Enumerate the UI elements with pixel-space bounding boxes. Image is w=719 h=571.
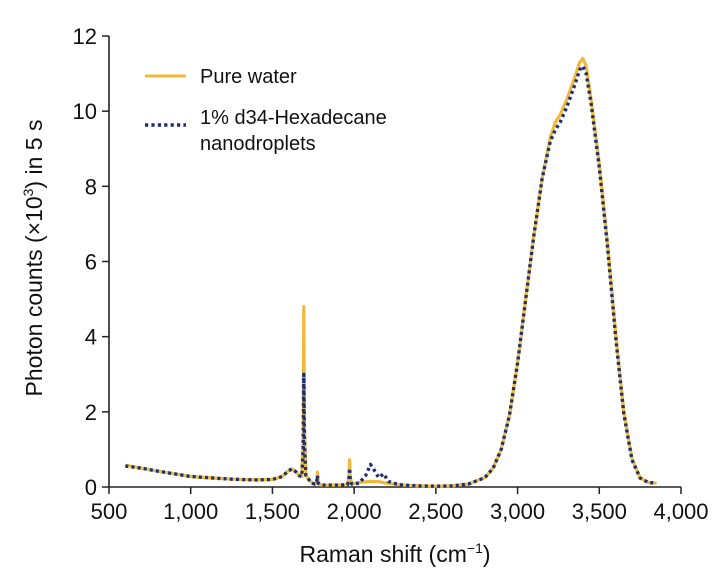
legend-label-hexadecane: 1% d34-Hexadecane nanodroplets — [200, 107, 392, 155]
series-layer — [125, 56, 657, 488]
legend: Pure water 1% d34-Hexadecane nanodroplet… — [145, 66, 392, 155]
series-line-pure-water — [125, 56, 657, 488]
x-ticks: 500 1,000 1,500 2,000 2,500 3,000 3,500 4,000 — [91, 487, 709, 524]
y-tick-label: 2 — [85, 400, 97, 425]
x-tick-label: 2,500 — [408, 499, 463, 524]
y-tick-label: 0 — [85, 475, 97, 500]
x-tick-label: 500 — [91, 499, 128, 524]
series-line-hexadecane — [125, 64, 657, 488]
legend-label-hexadecane-line-2: nanodroplets — [200, 133, 316, 155]
x-axis-title: Raman shift (cm−1) — [299, 540, 490, 567]
x-tick-label: 3,000 — [490, 499, 545, 524]
legend-label-hexadecane-line-1: 1% d34-Hexadecane — [200, 107, 387, 129]
y-tick-label: 6 — [85, 250, 97, 275]
legend-label-pure-water: Pure water — [200, 66, 297, 88]
y-tick-label: 8 — [85, 174, 97, 199]
x-tick-label: 1,500 — [245, 499, 300, 524]
y-ticks: 0 2 4 6 8 10 12 — [73, 24, 109, 500]
y-tick-label: 12 — [73, 24, 97, 49]
x-tick-label: 2,000 — [327, 499, 382, 524]
x-tick-label: 3,500 — [572, 499, 627, 524]
y-axis-title: Photon counts (×103) in 5 s — [20, 120, 47, 397]
x-tick-label: 4,000 — [653, 499, 708, 524]
x-tick-label: 1,000 — [163, 499, 218, 524]
y-tick-label: 10 — [73, 99, 97, 124]
axes — [108, 36, 681, 488]
y-tick-label: 4 — [85, 325, 97, 350]
